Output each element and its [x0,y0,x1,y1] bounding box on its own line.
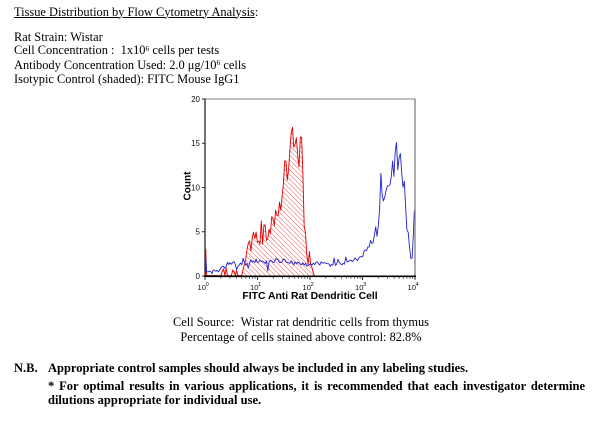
svg-text:10: 10 [302,283,310,292]
svg-text:1: 1 [258,282,261,288]
svg-text:Count: Count [183,171,194,201]
svg-text:0: 0 [206,282,209,288]
svg-text:FITC Anti Rat Dendritic Cell: FITC Anti Rat Dendritic Cell [242,291,377,302]
svg-text:2: 2 [311,282,314,288]
svg-text:10: 10 [355,283,363,292]
svg-text:5: 5 [196,228,201,237]
svg-text:10: 10 [407,283,415,292]
svg-text:4: 4 [416,282,419,288]
svg-text:10: 10 [191,183,200,192]
svg-text:0: 0 [196,272,201,281]
svg-text:20: 20 [191,95,200,104]
svg-text:15: 15 [191,139,200,148]
svg-text:3: 3 [363,282,366,288]
svg-text:10: 10 [197,283,205,292]
svg-text:10: 10 [250,283,258,292]
